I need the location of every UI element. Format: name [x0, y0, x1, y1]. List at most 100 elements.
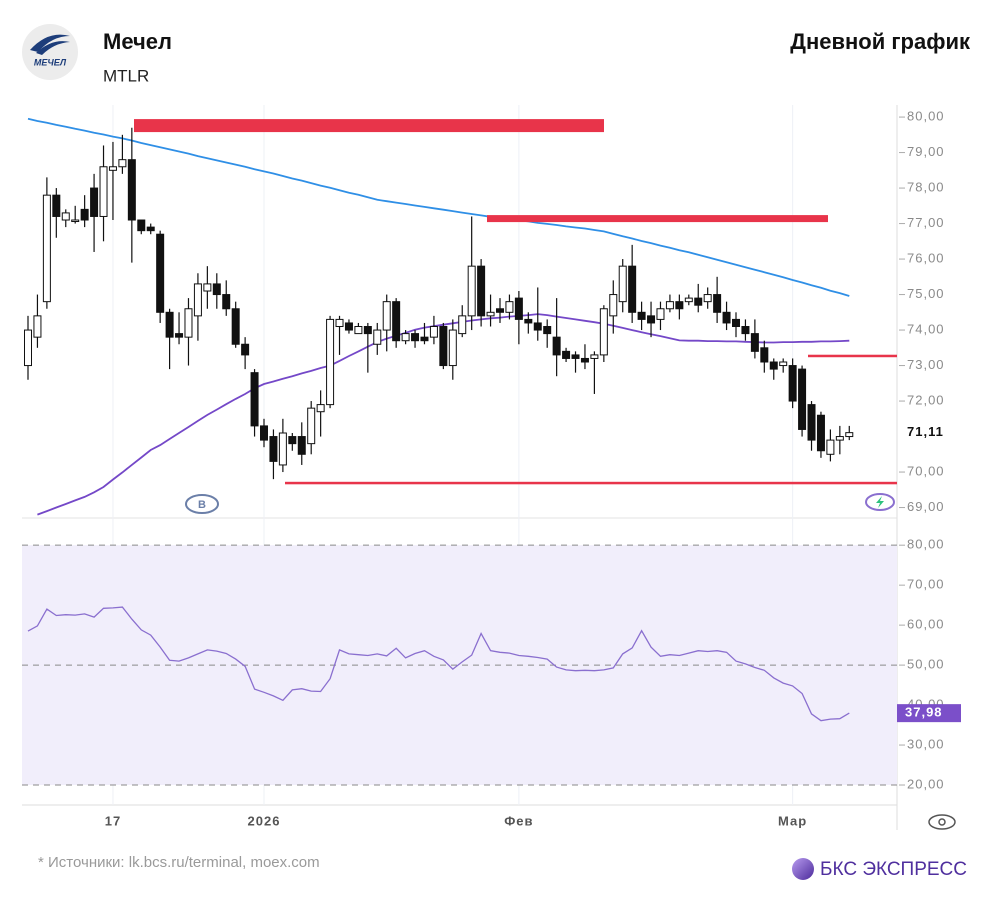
y-tick-label: 30,00	[907, 736, 945, 751]
candle-body	[420, 336, 429, 342]
candle-body	[562, 350, 571, 359]
event-marker: B	[185, 494, 219, 514]
candle-body	[288, 436, 297, 445]
candle-body	[439, 326, 448, 367]
candle-body	[533, 322, 542, 331]
candle-body	[137, 219, 146, 232]
candle-body	[316, 404, 325, 413]
candle-body	[750, 333, 759, 352]
candle-body	[590, 354, 599, 359]
candle-body	[816, 414, 825, 452]
candle-body	[514, 297, 523, 320]
logo-swoosh	[30, 34, 70, 52]
candle-body	[90, 187, 99, 217]
logo: МЕЧЕЛ	[22, 24, 78, 80]
candle-body	[260, 425, 268, 441]
candle-body	[165, 311, 174, 338]
logo-text: МЕЧЕЛ	[34, 57, 67, 67]
y-tick-label: 69,00	[907, 499, 945, 514]
grid	[22, 105, 897, 805]
candle-body	[448, 329, 457, 367]
chart-label: Дневной график	[790, 29, 971, 54]
candle-body	[392, 301, 401, 342]
candle-body	[684, 297, 693, 303]
y-tick-label: 78,00	[907, 180, 945, 195]
candle-body	[156, 233, 165, 313]
candle-body	[807, 404, 816, 441]
candle-body	[486, 311, 495, 317]
level-line	[487, 215, 828, 223]
candle-body	[269, 436, 278, 462]
candle-body	[61, 212, 70, 221]
candle-body	[193, 283, 202, 317]
y-tick-label: 72,00	[907, 392, 945, 407]
candle-body	[175, 333, 184, 338]
candle-body	[713, 294, 722, 313]
candle-body	[467, 265, 476, 317]
candle-body	[411, 333, 420, 342]
y-tick-label: 80,00	[907, 537, 945, 552]
candle-body	[80, 208, 89, 221]
title: Мечел	[103, 29, 172, 54]
candle-body	[694, 297, 703, 306]
candle-body	[222, 294, 231, 310]
candle-body	[335, 318, 344, 328]
logo-swoosh	[36, 41, 70, 55]
candle-body	[401, 333, 410, 342]
candle-body	[826, 439, 835, 455]
candle-body	[543, 326, 552, 335]
candle-body	[71, 219, 80, 223]
candle-body	[788, 365, 797, 402]
candle-body	[779, 361, 788, 367]
y-tick-label: 73,00	[907, 357, 945, 372]
candle-body	[637, 311, 646, 320]
candle-body	[250, 372, 259, 427]
x-tick-label: Фев	[504, 813, 533, 828]
candle-body	[675, 301, 684, 310]
y-tick-label: 50,00	[907, 657, 945, 672]
y-tick-label: 70,00	[907, 577, 945, 592]
brand: БКС ЭКСПРЕСС	[820, 859, 967, 880]
moving-average	[27, 117, 850, 297]
candle-body	[297, 436, 306, 455]
y-tick-label: 79,00	[907, 144, 945, 159]
candle-body	[609, 294, 618, 317]
candle-body	[665, 301, 674, 310]
plot	[24, 117, 897, 722]
y-tick-label: 20,00	[907, 776, 945, 791]
candle-body	[382, 301, 391, 331]
y-tick-label: 74,00	[907, 321, 945, 336]
gear-center[interactable]	[938, 818, 946, 826]
marker-ring	[185, 494, 219, 514]
candle-body	[760, 347, 769, 363]
candle-body	[580, 357, 589, 363]
candle-body	[732, 318, 740, 328]
candle-body	[307, 407, 316, 445]
last-price-label: 71,11	[907, 424, 944, 439]
candle-body	[127, 159, 136, 221]
candle-body	[42, 194, 51, 303]
settings-icon[interactable]	[928, 814, 956, 830]
bolt-icon	[876, 496, 884, 508]
y-tick-label: 75,00	[907, 286, 945, 301]
candle-body	[99, 166, 108, 217]
last-value-label: 37,98	[905, 705, 943, 720]
gear-ring[interactable]	[928, 814, 956, 830]
candle-body	[52, 194, 61, 217]
ticker: MTLR	[103, 66, 149, 85]
x-tick-label: 17	[105, 813, 121, 828]
candle-body	[571, 354, 580, 359]
candle-body	[845, 432, 854, 438]
source-note: * Источники: lk.bcs.ru/terminal, moex.co…	[38, 854, 320, 871]
candle-body	[373, 329, 382, 345]
candle-body	[33, 315, 42, 338]
candle-body	[656, 308, 665, 320]
candle-body	[118, 159, 127, 168]
candle-body	[458, 315, 467, 335]
y-tick-label: 77,00	[907, 215, 945, 230]
y-tick-label: 60,00	[907, 617, 945, 632]
rsi-line	[27, 606, 850, 722]
candle-body	[599, 308, 608, 356]
x-tick-label: 2026	[248, 813, 281, 828]
last-value-box	[897, 704, 961, 723]
